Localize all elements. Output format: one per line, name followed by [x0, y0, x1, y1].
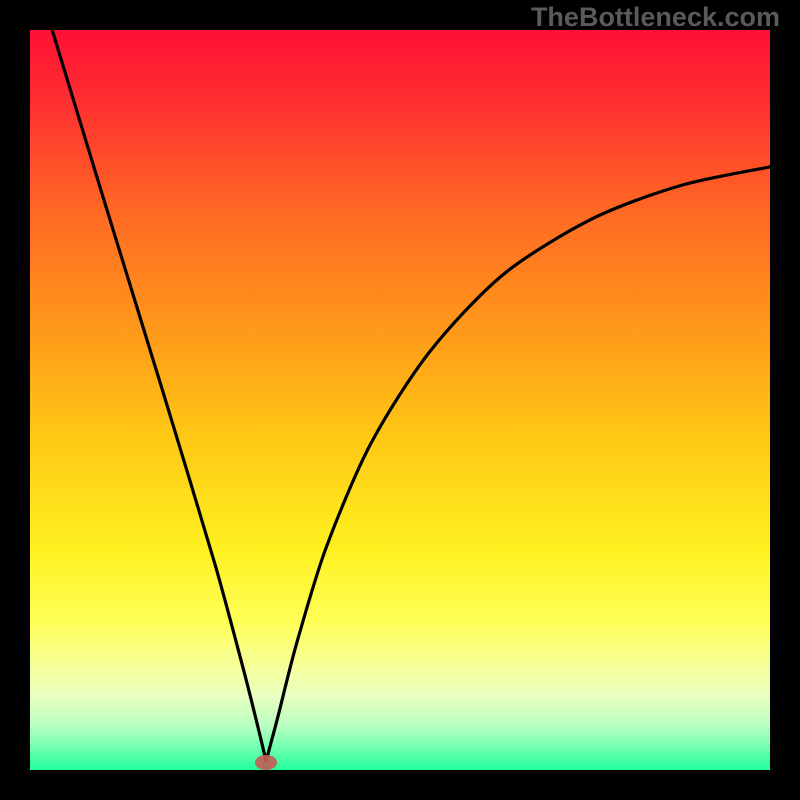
curve-left-branch [52, 30, 266, 761]
bottleneck-curve [30, 30, 770, 770]
chart-frame [0, 0, 800, 800]
watermark-text: TheBottleneck.com [531, 2, 780, 33]
plot-area [30, 30, 770, 770]
min-marker [255, 755, 277, 770]
curve-right-branch [266, 167, 770, 761]
